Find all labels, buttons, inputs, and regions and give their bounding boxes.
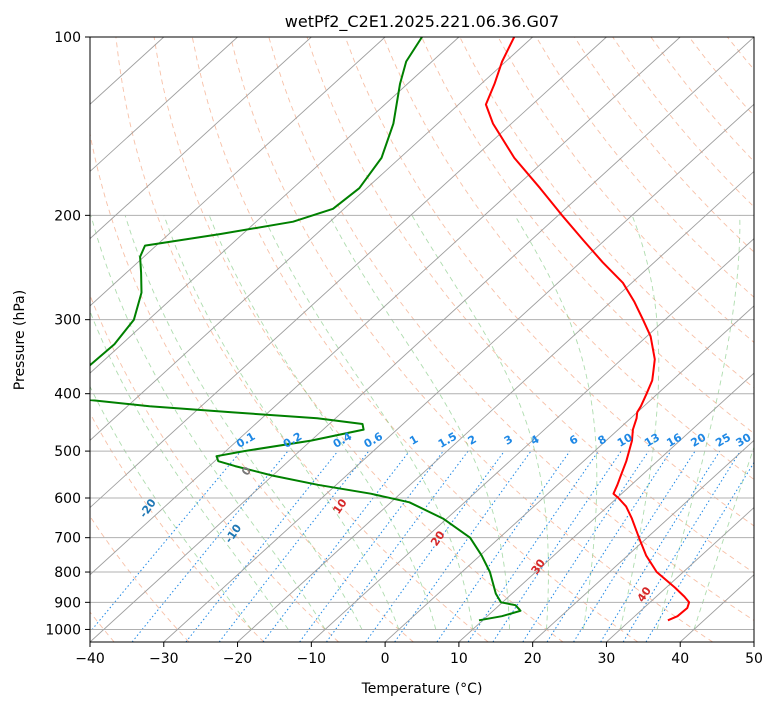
mixing-ratio-line (185, 450, 339, 642)
dry-adiabat (90, 515, 190, 642)
y-tick-label: 900 (54, 595, 81, 611)
mixing-ratio-line (622, 450, 741, 642)
dry-adiabat (766, 37, 775, 642)
dry-adiabat (306, 37, 754, 574)
moist-adiabat (328, 215, 511, 630)
y-tick-label: 700 (54, 531, 81, 547)
x-tick-label: −10 (297, 651, 327, 667)
x-tick-label: −20 (223, 651, 253, 667)
moist-adiabat (163, 215, 400, 630)
y-tick-label: 500 (54, 444, 81, 460)
mixing-ratio-line (522, 450, 650, 642)
isotherm-line (90, 37, 533, 441)
x-tick-label: 20 (524, 651, 542, 667)
temperature-profile (484, 37, 691, 622)
x-tick-label: 10 (450, 651, 468, 667)
dry-adiabat (459, 37, 754, 389)
x-tick-label: 0 (381, 651, 390, 667)
dry-adiabat (344, 37, 754, 527)
mixing-ratio-line (365, 450, 505, 642)
chart-title: wetPf2_C2E1.2025.221.06.36.G07 (285, 12, 559, 32)
x-tick-label: −40 (75, 651, 105, 667)
mixing-ratio-line (546, 450, 672, 642)
y-tick-label: 800 (54, 565, 81, 581)
isotherm-line (90, 37, 607, 509)
isotherm-line (384, 305, 754, 642)
isotherm-line (606, 506, 754, 642)
isotherm-line (163, 103, 754, 642)
mixing-ratio-line (299, 450, 444, 642)
mixing-ratio-line (131, 450, 289, 642)
moist-adiabat (514, 215, 598, 630)
mixing-ratio-line (90, 450, 242, 633)
y-ticks: 100 200 300 400 500 600 700 800 900 1000 (45, 30, 90, 638)
y-tick-label: 300 (54, 313, 81, 329)
mixing-ratio-label: 36 (754, 431, 774, 450)
x-tick-label: −30 (149, 651, 179, 667)
mixing-ratio-line (573, 450, 696, 642)
y-tick-label: 400 (54, 387, 81, 403)
isotherm-line (90, 37, 754, 642)
x-axis-title: Temperature (°C) (361, 681, 483, 697)
moist-adiabat (90, 215, 326, 630)
y-tick-label: 1000 (45, 622, 81, 638)
isotherm-line (90, 37, 681, 576)
y-tick-label: 200 (54, 208, 81, 224)
plot-frame (89, 36, 755, 643)
isotherm-line (458, 372, 754, 642)
profiles (90, 37, 691, 622)
dry-adiabat-label: -30 (55, 468, 77, 492)
dewpoint-profile (90, 37, 522, 622)
dry-adiabat (497, 37, 754, 344)
y-tick-label: 600 (54, 491, 81, 507)
isotherm-line (90, 37, 460, 374)
isotherm-line (753, 641, 754, 642)
y-tick-label: 100 (54, 30, 81, 46)
grid (90, 37, 754, 630)
isotherm-line (90, 37, 312, 240)
moist-adiabat (619, 215, 660, 630)
dry-adiabat (268, 37, 754, 621)
x-tick-label: 40 (671, 651, 689, 667)
x-tick-label: 30 (598, 651, 616, 667)
y-axis-title: Pressure (hPa) (12, 290, 28, 390)
mixing-ratio-line (325, 450, 469, 642)
x-tick-label: 50 (745, 651, 763, 667)
dry-adiabat (90, 293, 339, 642)
dry-adiabat (115, 37, 489, 642)
dry-adiabat (90, 412, 265, 642)
skewed-isotherms (90, 37, 754, 642)
isotherm-line (90, 37, 238, 173)
dry-adiabat (191, 37, 639, 642)
x-ticks: −40 −30 −20 −10 0 10 20 30 40 50 (75, 642, 763, 667)
mixing-ratio-line (492, 450, 622, 642)
isotherm-line (90, 37, 386, 307)
dry-adiabat (153, 37, 564, 642)
isotherm-line (532, 439, 754, 642)
isotherm-line (311, 238, 754, 642)
moist-adiabat (411, 215, 549, 630)
mixing-ratio-line (436, 450, 571, 642)
isotherm-line (237, 170, 754, 642)
